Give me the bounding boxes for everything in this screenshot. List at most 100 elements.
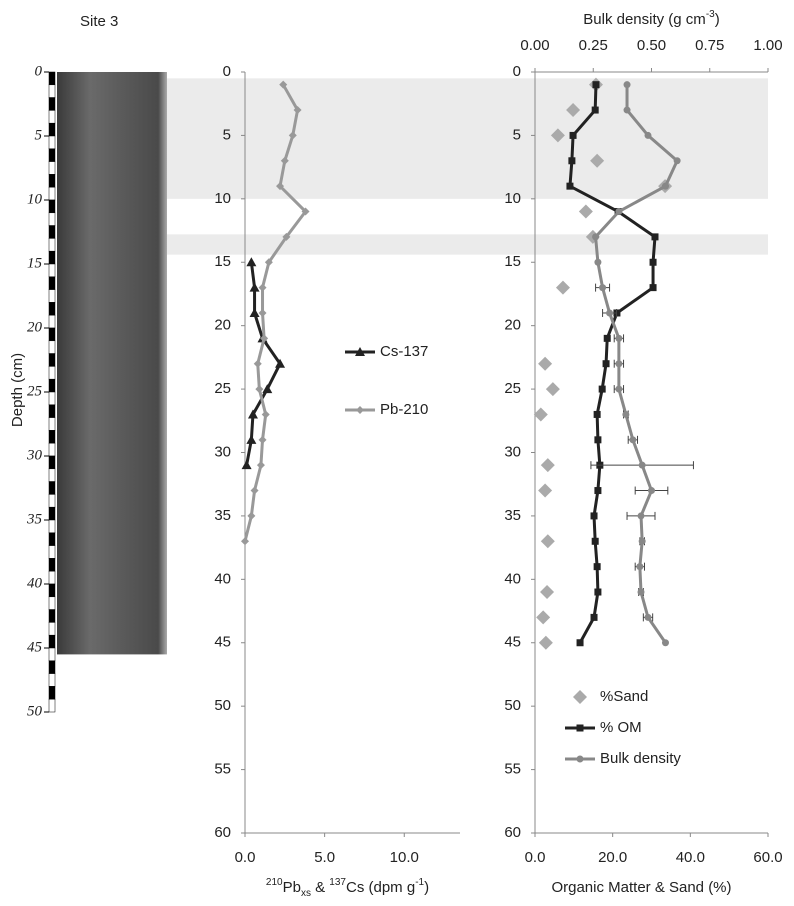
marker — [592, 538, 599, 545]
x2-tick-label: 0.75 — [695, 37, 724, 54]
x2-tick-label: 0.50 — [637, 37, 666, 54]
marker — [592, 107, 599, 114]
y-tick-label: 5 — [513, 126, 521, 143]
ruler-block — [49, 622, 55, 635]
marker — [579, 205, 593, 219]
x-axis-label: 210Pbxs & 137Cs (dpm g-1) — [266, 877, 429, 899]
marker — [650, 284, 657, 291]
ruler-block — [49, 213, 55, 226]
marker — [577, 639, 584, 646]
marker — [636, 563, 643, 570]
y-tick-label: 20 — [504, 317, 521, 334]
ruler-block — [49, 85, 55, 98]
marker — [615, 335, 622, 342]
y-tick-label: 35 — [504, 507, 521, 524]
marker — [639, 462, 646, 469]
marker — [541, 458, 555, 472]
marker — [624, 81, 631, 88]
y-tick-label: 55 — [214, 761, 231, 778]
x2-tick-label: 1.00 — [753, 37, 782, 54]
ruler-block — [49, 123, 55, 136]
marker — [541, 534, 555, 548]
marker — [570, 132, 577, 139]
marker — [356, 406, 364, 414]
legend-label: % OM — [600, 719, 642, 736]
marker — [615, 360, 622, 367]
ruler-block — [49, 277, 55, 290]
marker — [556, 281, 570, 295]
ruler-block — [49, 686, 55, 699]
marker — [645, 132, 652, 139]
legend-label: %Sand — [600, 688, 648, 705]
marker — [577, 725, 584, 732]
ruler-block — [49, 366, 55, 379]
marker — [538, 357, 552, 371]
marker — [591, 614, 598, 621]
core-image — [57, 72, 167, 654]
marker — [254, 360, 262, 368]
x-tick-label: 10.0 — [390, 849, 419, 866]
marker — [651, 233, 658, 240]
ruler-block — [49, 392, 55, 405]
ruler-block — [49, 174, 55, 187]
y-tick-label: 10 — [504, 190, 521, 207]
y-tick-label: 45 — [504, 634, 521, 651]
marker — [629, 436, 636, 443]
marker — [540, 585, 554, 599]
marker — [594, 259, 601, 266]
ruler-block — [49, 430, 55, 443]
y-tick-label: 60 — [214, 824, 231, 841]
y-tick-label: 45 — [27, 639, 43, 655]
marker — [603, 360, 610, 367]
marker — [534, 407, 548, 421]
y-tick-label: 5 — [35, 127, 43, 143]
y-tick-label: 0 — [223, 63, 231, 80]
label-part: (dpm g — [364, 879, 415, 896]
ruler-block — [49, 494, 55, 507]
marker — [577, 756, 584, 763]
y-tick-label: 20 — [214, 317, 231, 334]
marker — [662, 639, 669, 646]
ruler-block — [49, 264, 55, 277]
marker — [645, 614, 652, 621]
ruler-block — [49, 162, 55, 175]
marker — [259, 284, 267, 292]
marker — [246, 257, 256, 266]
y-tick-label: 60 — [504, 824, 521, 841]
ruler-block — [49, 302, 55, 315]
y-tick-label: 0 — [513, 63, 521, 80]
y-tick-label: 40 — [214, 570, 231, 587]
marker — [615, 386, 622, 393]
label-part: & — [311, 879, 329, 896]
ruler-block — [49, 571, 55, 584]
marker — [592, 233, 599, 240]
ruler-block — [49, 699, 55, 712]
label-part: 137 — [329, 877, 346, 888]
label-part: ) — [715, 11, 720, 28]
marker — [599, 386, 606, 393]
marker — [604, 335, 611, 342]
ruler-block — [49, 597, 55, 610]
legend-label: Bulk density — [600, 750, 681, 767]
highlight-band — [160, 78, 768, 198]
ruler-block — [49, 187, 55, 200]
ruler-block — [49, 251, 55, 264]
ruler-block — [49, 110, 55, 123]
x-tick-label: 40.0 — [676, 849, 705, 866]
chart-title: Site 3 — [80, 13, 118, 30]
label-part: 210 — [266, 877, 283, 888]
ruler-block — [49, 341, 55, 354]
marker — [241, 537, 249, 545]
y-tick-label: 15 — [214, 253, 231, 270]
x-tick-label: 0.0 — [235, 849, 256, 866]
marker — [615, 208, 622, 215]
ruler-block — [49, 533, 55, 546]
y-tick-label: 45 — [214, 634, 231, 651]
marker — [573, 690, 587, 704]
figure: Site 305101520253035404550Depth (cm)0510… — [0, 0, 794, 906]
marker — [546, 382, 560, 396]
marker — [568, 157, 575, 164]
marker — [648, 487, 655, 494]
y-tick-label: 50 — [214, 697, 231, 714]
marker — [622, 411, 629, 418]
